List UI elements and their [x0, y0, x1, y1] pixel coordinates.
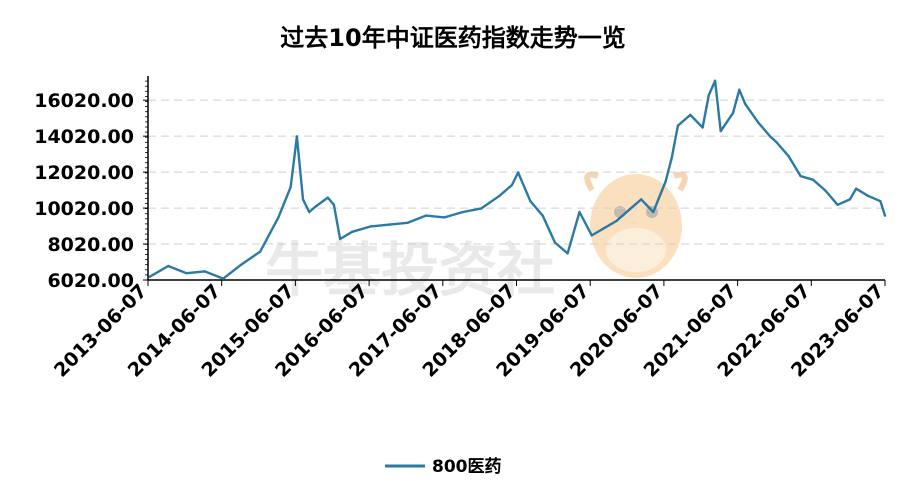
data-point — [664, 180, 667, 183]
data-point — [406, 221, 409, 225]
data-point — [480, 207, 483, 210]
data-point — [541, 214, 544, 217]
data-point — [326, 196, 330, 199]
legend-label: 800医药 — [432, 456, 502, 477]
data-point — [203, 270, 206, 273]
data-point — [222, 277, 225, 280]
data-point — [799, 174, 802, 178]
data-point — [854, 187, 858, 190]
data-point — [787, 155, 790, 158]
data-point — [566, 252, 569, 255]
y-axis-ticks: 6020.00 8020.00 10020.00 12020.00 14020.00 16… — [34, 90, 148, 292]
data-point — [883, 214, 887, 217]
data-point — [289, 185, 292, 189]
watermark-text: 牛基投资社 — [265, 236, 555, 304]
data-point — [879, 200, 882, 203]
data-point — [148, 275, 151, 278]
data-point — [811, 178, 815, 181]
data-point — [775, 140, 778, 144]
data-point — [602, 227, 606, 230]
data-point — [369, 225, 372, 228]
y-tick-label: 12020.00 — [34, 162, 134, 184]
data-point — [553, 241, 557, 244]
y-tick-label: 6020.00 — [47, 270, 134, 292]
data-point — [461, 210, 465, 214]
data-point — [738, 88, 741, 91]
data-point — [836, 203, 839, 207]
data-point — [756, 120, 760, 124]
data-point — [295, 135, 299, 138]
data-point — [498, 194, 501, 198]
y-tick-label: 14020.00 — [34, 126, 134, 148]
data-point — [516, 171, 520, 174]
data-point — [670, 156, 673, 160]
data-point — [824, 189, 827, 192]
data-point — [185, 271, 188, 275]
data-point — [689, 113, 692, 117]
y-tick-label: 16020.00 — [34, 90, 134, 112]
data-point — [510, 183, 514, 187]
data-point — [768, 135, 772, 138]
data-point — [731, 111, 735, 115]
data-point — [308, 210, 311, 214]
data-point — [744, 102, 747, 106]
data-point — [166, 264, 170, 268]
data-point — [351, 230, 354, 234]
data-point — [615, 219, 618, 223]
data-point — [719, 129, 722, 133]
data-point — [848, 198, 852, 201]
data-point — [866, 194, 870, 198]
series-line-0 — [148, 79, 887, 280]
legend: 800医药 — [385, 456, 502, 477]
data-point — [338, 237, 342, 241]
data-point — [240, 262, 244, 266]
data-point — [301, 198, 305, 201]
data-point — [443, 216, 446, 219]
y-tick-label: 8020.00 — [47, 234, 134, 256]
data-point — [277, 216, 280, 219]
data-point — [707, 93, 711, 97]
data-point — [388, 223, 391, 226]
data-point — [578, 210, 581, 214]
chart-title: 过去10年中证医药指数走势一览 — [280, 24, 625, 52]
data-point — [676, 124, 680, 127]
data-point — [652, 210, 655, 214]
data-point — [701, 126, 704, 129]
watermark-logo — [584, 171, 688, 278]
data-point — [640, 198, 643, 201]
data-point — [713, 79, 717, 82]
data-point — [529, 200, 532, 203]
data-point — [590, 234, 593, 237]
series-layer — [148, 79, 887, 280]
data-point — [314, 205, 317, 208]
y-tick-label: 10020.00 — [34, 198, 134, 220]
data-point — [259, 250, 262, 253]
data-point — [332, 203, 336, 207]
data-point — [424, 214, 428, 217]
data-point — [627, 209, 630, 212]
